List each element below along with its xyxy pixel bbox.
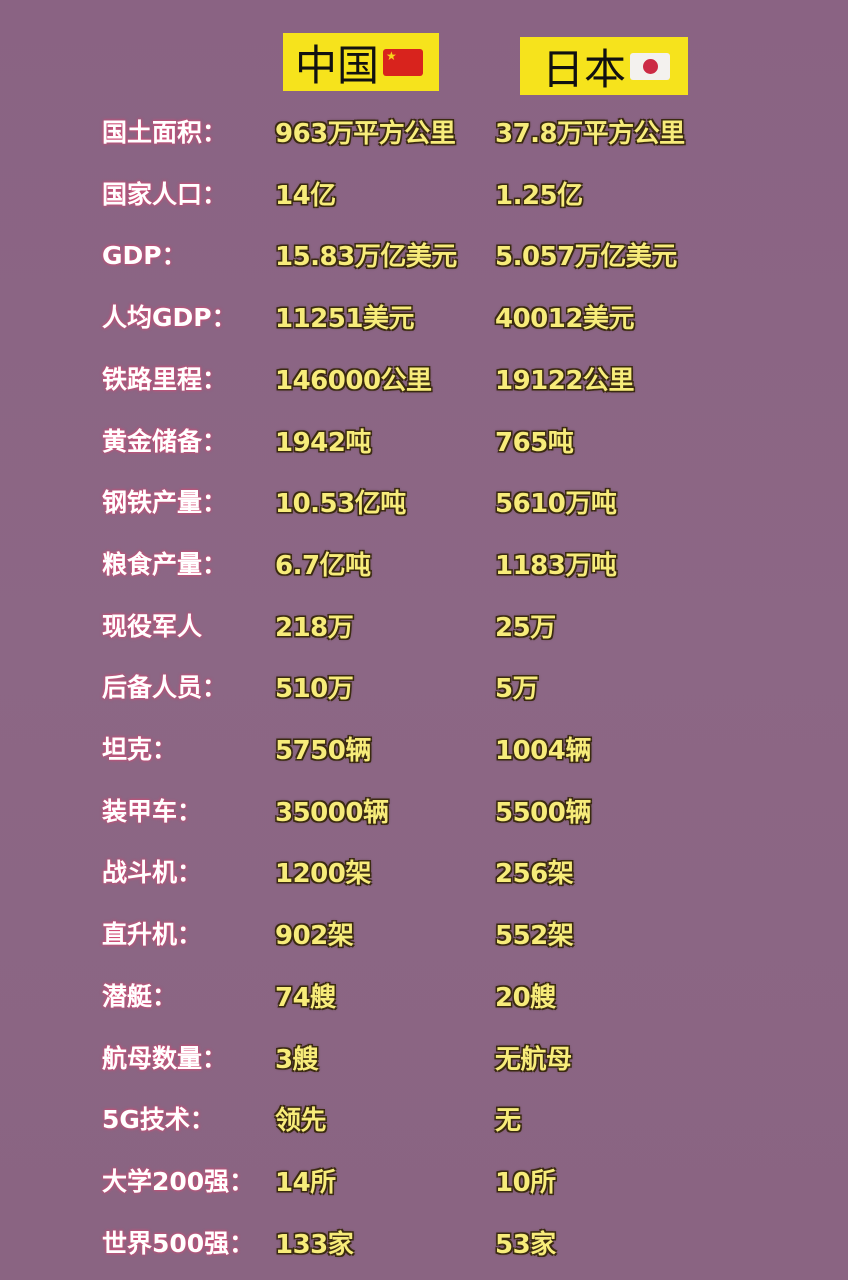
japan-value: 1183万吨 — [495, 550, 617, 581]
japan-value: 无 — [495, 1106, 521, 1137]
row-label: 直升机： — [102, 920, 203, 950]
china-value: 902架 — [275, 921, 354, 952]
row-label: 铁路里程： — [102, 364, 228, 394]
china-value: 11251美元 — [275, 304, 414, 335]
china-value: 74艘 — [275, 982, 336, 1013]
japan-value: 10所 — [495, 1167, 556, 1198]
china-value: 领先 — [275, 1106, 327, 1137]
china-flag-icon — [383, 48, 424, 76]
row-label: GDP： — [102, 241, 187, 271]
japan-value: 25万 — [495, 612, 556, 643]
table-row: 国土面积： 963万平方公里 37.8万平方公里 — [0, 113, 848, 153]
japan-value: 5500辆 — [495, 797, 591, 828]
china-value: 35000辆 — [275, 797, 389, 828]
china-value: 510万 — [275, 674, 354, 705]
row-label: 国土面积： — [102, 118, 228, 147]
japan-value: 1.25亿 — [495, 180, 583, 211]
china-value: 15.83万亿美元 — [275, 242, 457, 273]
japan-value: 5万 — [495, 674, 539, 705]
row-label: 大学200强： — [102, 1166, 255, 1196]
row-label: 世界500强： — [102, 1228, 255, 1258]
japan-value: 40012美元 — [495, 304, 634, 335]
china-value: 218万 — [275, 612, 354, 643]
china-value: 5750辆 — [275, 736, 371, 766]
china-title: 中国 — [295, 40, 380, 90]
table-row: 粮食产量： 6.7亿吨 1183万吨 — [0, 545, 848, 585]
japan-value: 256架 — [495, 859, 574, 890]
row-label: 国家人口： — [102, 179, 228, 209]
row-label: 坦克： — [102, 735, 178, 764]
japan-value: 1004辆 — [495, 736, 591, 766]
japan-value: 5.057万亿美元 — [495, 242, 677, 273]
row-label: 人均GDP： — [102, 303, 237, 333]
japan-value: 37.8万平方公里 — [495, 119, 685, 149]
row-label: 战斗机： — [102, 858, 203, 888]
table-row: 现役军人 218万 25万 — [0, 607, 848, 647]
japan-value: 无航母 — [495, 1044, 572, 1075]
japan-flag-icon — [630, 52, 670, 80]
row-label: 航母数量： — [102, 1043, 228, 1073]
row-label: 5G技术： — [102, 1105, 215, 1135]
table-row: 铁路里程： 146000公里 19122公里 — [0, 360, 848, 400]
table-row: 黄金储备： 1942吨 765吨 — [0, 422, 848, 462]
japan-value: 765吨 — [495, 427, 574, 458]
japan-value: 552架 — [495, 921, 574, 952]
japan-value: 5610万吨 — [495, 489, 617, 520]
china-value: 1942吨 — [275, 427, 371, 458]
japan-header: 日本 — [520, 37, 688, 95]
table-row: 世界500强： 133家 53家 — [0, 1224, 848, 1264]
table-row: 钢铁产量： 10.53亿吨 5610万吨 — [0, 483, 848, 523]
table-row: 国家人口： 14亿 1.25亿 — [0, 175, 848, 215]
row-label: 后备人员： — [102, 673, 228, 703]
china-value: 146000公里 — [275, 365, 432, 396]
china-value: 6.7亿吨 — [275, 550, 371, 581]
japan-title: 日本 — [541, 44, 626, 94]
china-value: 14所 — [275, 1167, 336, 1198]
row-label: 现役军人 — [102, 611, 203, 641]
table-row: 战斗机： 1200架 256架 — [0, 853, 848, 893]
japan-value: 53家 — [495, 1229, 556, 1260]
china-header: 中国 — [283, 33, 439, 91]
china-value: 133家 — [275, 1229, 354, 1260]
china-value: 10.53亿吨 — [275, 489, 406, 520]
table-row: 大学200强： 14所 10所 — [0, 1162, 848, 1202]
china-value: 1200架 — [275, 859, 371, 890]
row-label: 装甲车： — [102, 796, 203, 826]
table-row: 5G技术： 领先 无 — [0, 1100, 848, 1140]
japan-value: 19122公里 — [495, 365, 634, 396]
row-label: 粮食产量： — [102, 549, 228, 579]
row-label: 黄金储备： — [102, 426, 228, 456]
japan-value: 20艘 — [495, 982, 556, 1013]
row-label: 钢铁产量： — [102, 488, 228, 518]
row-label: 潜艇： — [102, 981, 178, 1011]
table-row: 潜艇： 74艘 20艘 — [0, 977, 848, 1017]
table-row: 坦克： 5750辆 1004辆 — [0, 730, 848, 770]
china-value: 14亿 — [275, 180, 336, 211]
table-row: 直升机： 902架 552架 — [0, 915, 848, 955]
table-row: 人均GDP： 11251美元 40012美元 — [0, 298, 848, 338]
table-row: 装甲车： 35000辆 5500辆 — [0, 792, 848, 832]
table-row: 航母数量： 3艘 无航母 — [0, 1039, 848, 1079]
table-row: GDP： 15.83万亿美元 5.057万亿美元 — [0, 236, 848, 276]
china-value: 3艘 — [275, 1044, 319, 1075]
china-value: 963万平方公里 — [275, 119, 456, 149]
table-row: 后备人员： 510万 5万 — [0, 668, 848, 708]
